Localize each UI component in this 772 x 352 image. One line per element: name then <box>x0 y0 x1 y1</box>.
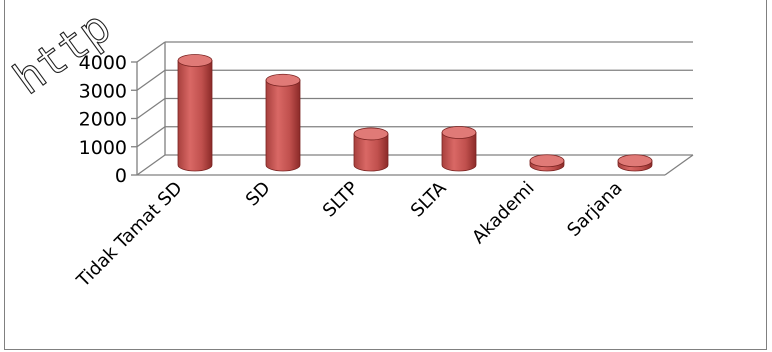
bar-top <box>265 73 301 87</box>
x-tick-label: SLTP <box>319 178 363 222</box>
side-gridline <box>136 97 166 120</box>
bar-body <box>177 60 213 172</box>
side-gridline <box>136 69 166 91</box>
bar <box>617 154 653 172</box>
x-tick-label: Tidak Tamat SD <box>72 178 186 292</box>
x-tick-label: SD <box>242 178 275 211</box>
y-axis-labels: 0 1000 2000 3000 4000 <box>79 52 127 187</box>
bar-layer <box>177 54 653 172</box>
bar-top <box>529 154 565 168</box>
floor-right-edge <box>664 154 694 176</box>
bar-top <box>177 54 213 67</box>
bar-top <box>617 154 653 168</box>
y-tick-label: 2000 <box>79 109 127 131</box>
bar <box>441 126 477 172</box>
x-tick-label: SLTA <box>407 177 451 221</box>
bar <box>529 154 565 172</box>
bar-body <box>265 79 301 172</box>
side-gridline <box>136 41 166 63</box>
bar <box>353 127 389 172</box>
bar-top <box>441 126 477 139</box>
bar-body <box>441 132 477 172</box>
bar <box>177 54 213 172</box>
x-axis-labels: Tidak Tamat SD SD SLTP SLTA Akademi Sarjana <box>72 177 626 292</box>
y-tick-label: 1000 <box>79 137 127 159</box>
side-gridline <box>136 154 166 176</box>
grid-layer <box>131 41 694 176</box>
bar-top <box>353 127 389 141</box>
bar-body <box>353 133 389 172</box>
bar <box>265 73 301 172</box>
x-tick-label: Akademi <box>468 178 538 248</box>
side-gridline <box>136 126 166 148</box>
y-tick-label: 3000 <box>79 80 127 102</box>
y-tick-label: 4000 <box>79 52 127 74</box>
y-tick-label: 0 <box>115 165 127 187</box>
x-tick-label: Sarjana <box>563 178 626 241</box>
